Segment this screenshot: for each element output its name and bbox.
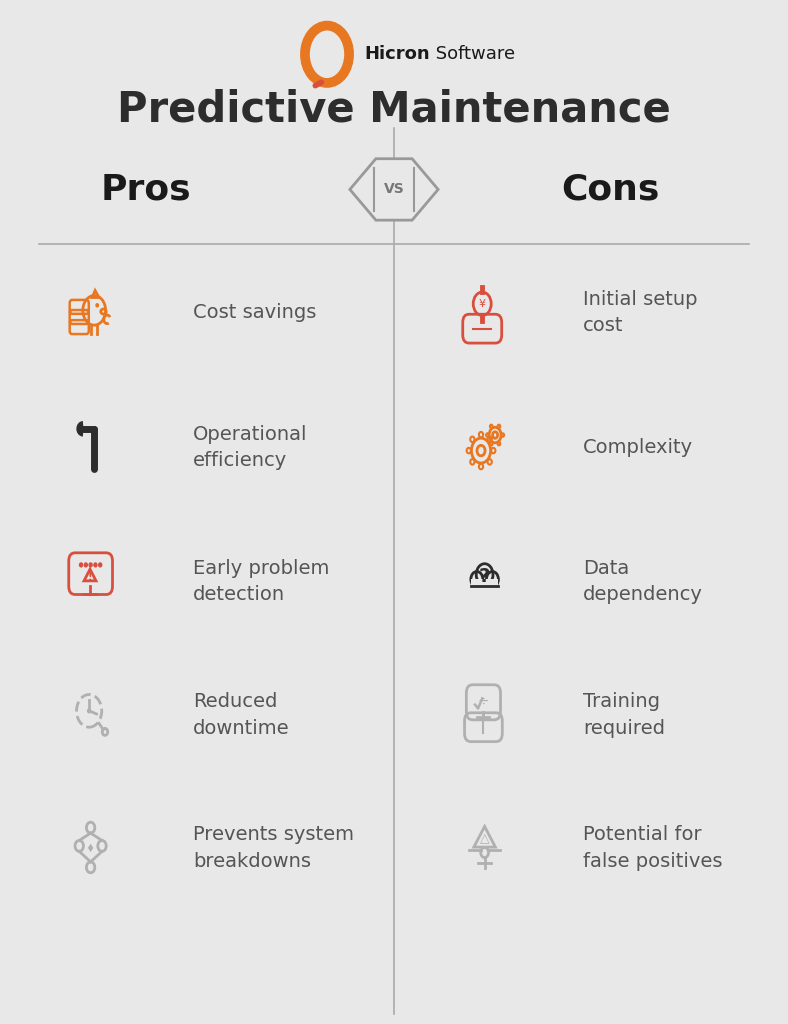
Circle shape — [479, 432, 483, 437]
Circle shape — [491, 447, 496, 454]
Circle shape — [490, 425, 492, 428]
Text: Hicron: Hicron — [365, 45, 430, 63]
Text: !: ! — [87, 571, 92, 582]
Circle shape — [89, 563, 92, 567]
Circle shape — [490, 442, 492, 445]
Circle shape — [80, 563, 83, 567]
Text: ÷: ÷ — [478, 695, 489, 710]
Circle shape — [98, 563, 102, 567]
Circle shape — [479, 464, 483, 469]
Text: Cons: Cons — [562, 172, 660, 207]
Circle shape — [486, 433, 489, 437]
Circle shape — [466, 447, 471, 454]
Text: Reduced
downtime: Reduced downtime — [193, 692, 290, 737]
Text: Cost savings: Cost savings — [193, 303, 317, 322]
Circle shape — [501, 433, 504, 437]
Text: Predictive Maintenance: Predictive Maintenance — [117, 88, 671, 131]
Circle shape — [470, 459, 474, 465]
Polygon shape — [350, 159, 438, 220]
Circle shape — [470, 436, 474, 442]
Circle shape — [94, 563, 97, 567]
Circle shape — [87, 709, 91, 713]
Circle shape — [84, 563, 87, 567]
Text: VS: VS — [384, 182, 404, 197]
Text: Complexity: Complexity — [583, 438, 693, 457]
Text: Potential for
false positives: Potential for false positives — [583, 825, 723, 870]
Text: Training
required: Training required — [583, 692, 665, 737]
Text: Operational
efficiency: Operational efficiency — [193, 425, 307, 470]
Text: ¥: ¥ — [479, 299, 485, 309]
FancyBboxPatch shape — [471, 579, 498, 589]
Text: Software: Software — [430, 45, 515, 63]
Circle shape — [497, 442, 500, 445]
Text: Early problem
detection: Early problem detection — [193, 559, 329, 604]
Text: Prevents system
breakdowns: Prevents system breakdowns — [193, 825, 354, 870]
Circle shape — [488, 436, 492, 442]
Circle shape — [497, 425, 500, 428]
Text: ?: ? — [479, 566, 490, 586]
Text: Initial setup
cost: Initial setup cost — [583, 290, 697, 335]
Polygon shape — [88, 844, 93, 852]
Text: Data
dependency: Data dependency — [583, 559, 703, 604]
Circle shape — [488, 459, 492, 465]
Circle shape — [96, 304, 98, 307]
Text: △: △ — [480, 833, 489, 845]
Text: Pros: Pros — [100, 172, 191, 207]
